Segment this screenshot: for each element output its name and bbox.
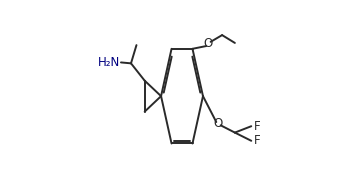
Text: O: O [204, 37, 213, 50]
Text: F: F [254, 134, 261, 147]
Text: O: O [214, 117, 223, 130]
Text: H₂N: H₂N [98, 56, 121, 69]
Text: F: F [254, 120, 261, 133]
